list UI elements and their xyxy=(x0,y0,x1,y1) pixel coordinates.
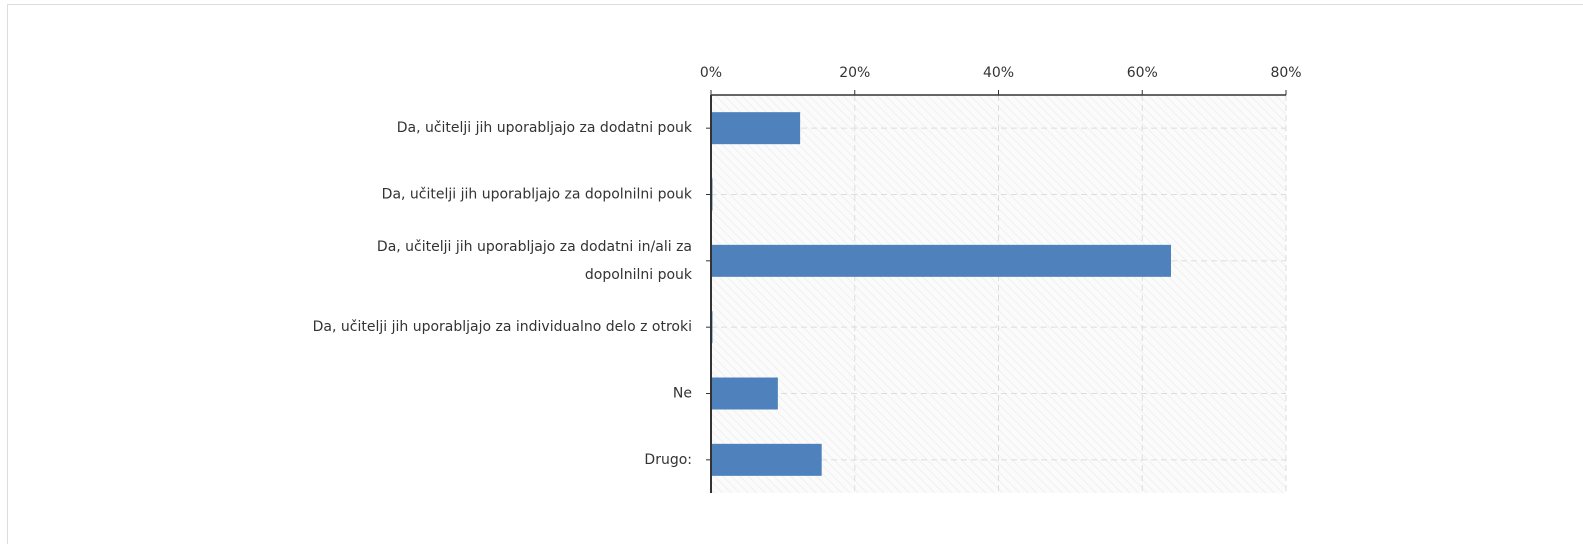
plot-area xyxy=(711,95,1286,493)
x-tick-label: 80% xyxy=(1270,65,1301,81)
frame xyxy=(7,4,1583,544)
x-tick-label: 0% xyxy=(700,65,722,81)
y-tick-label: Ne xyxy=(673,386,692,402)
y-tick-label: Da, učitelji jih uporabljajo za dopolnil… xyxy=(382,187,693,203)
y-tick-label: Da, učitelji jih uporabljajo za dodatni … xyxy=(377,239,693,283)
bar xyxy=(711,377,778,410)
y-tick-label: Da, učitelji jih uporabljajo za dodatni … xyxy=(397,120,693,136)
y-tick-label: Da, učitelji jih uporabljajo za individu… xyxy=(313,319,692,335)
x-tick-label: 60% xyxy=(1127,65,1158,81)
x-tick-label: 40% xyxy=(983,65,1014,81)
bar xyxy=(711,443,822,476)
bar xyxy=(711,112,801,145)
y-tick-label: Drugo: xyxy=(644,452,692,468)
x-tick-label: 20% xyxy=(839,65,870,81)
bar xyxy=(711,244,1171,277)
